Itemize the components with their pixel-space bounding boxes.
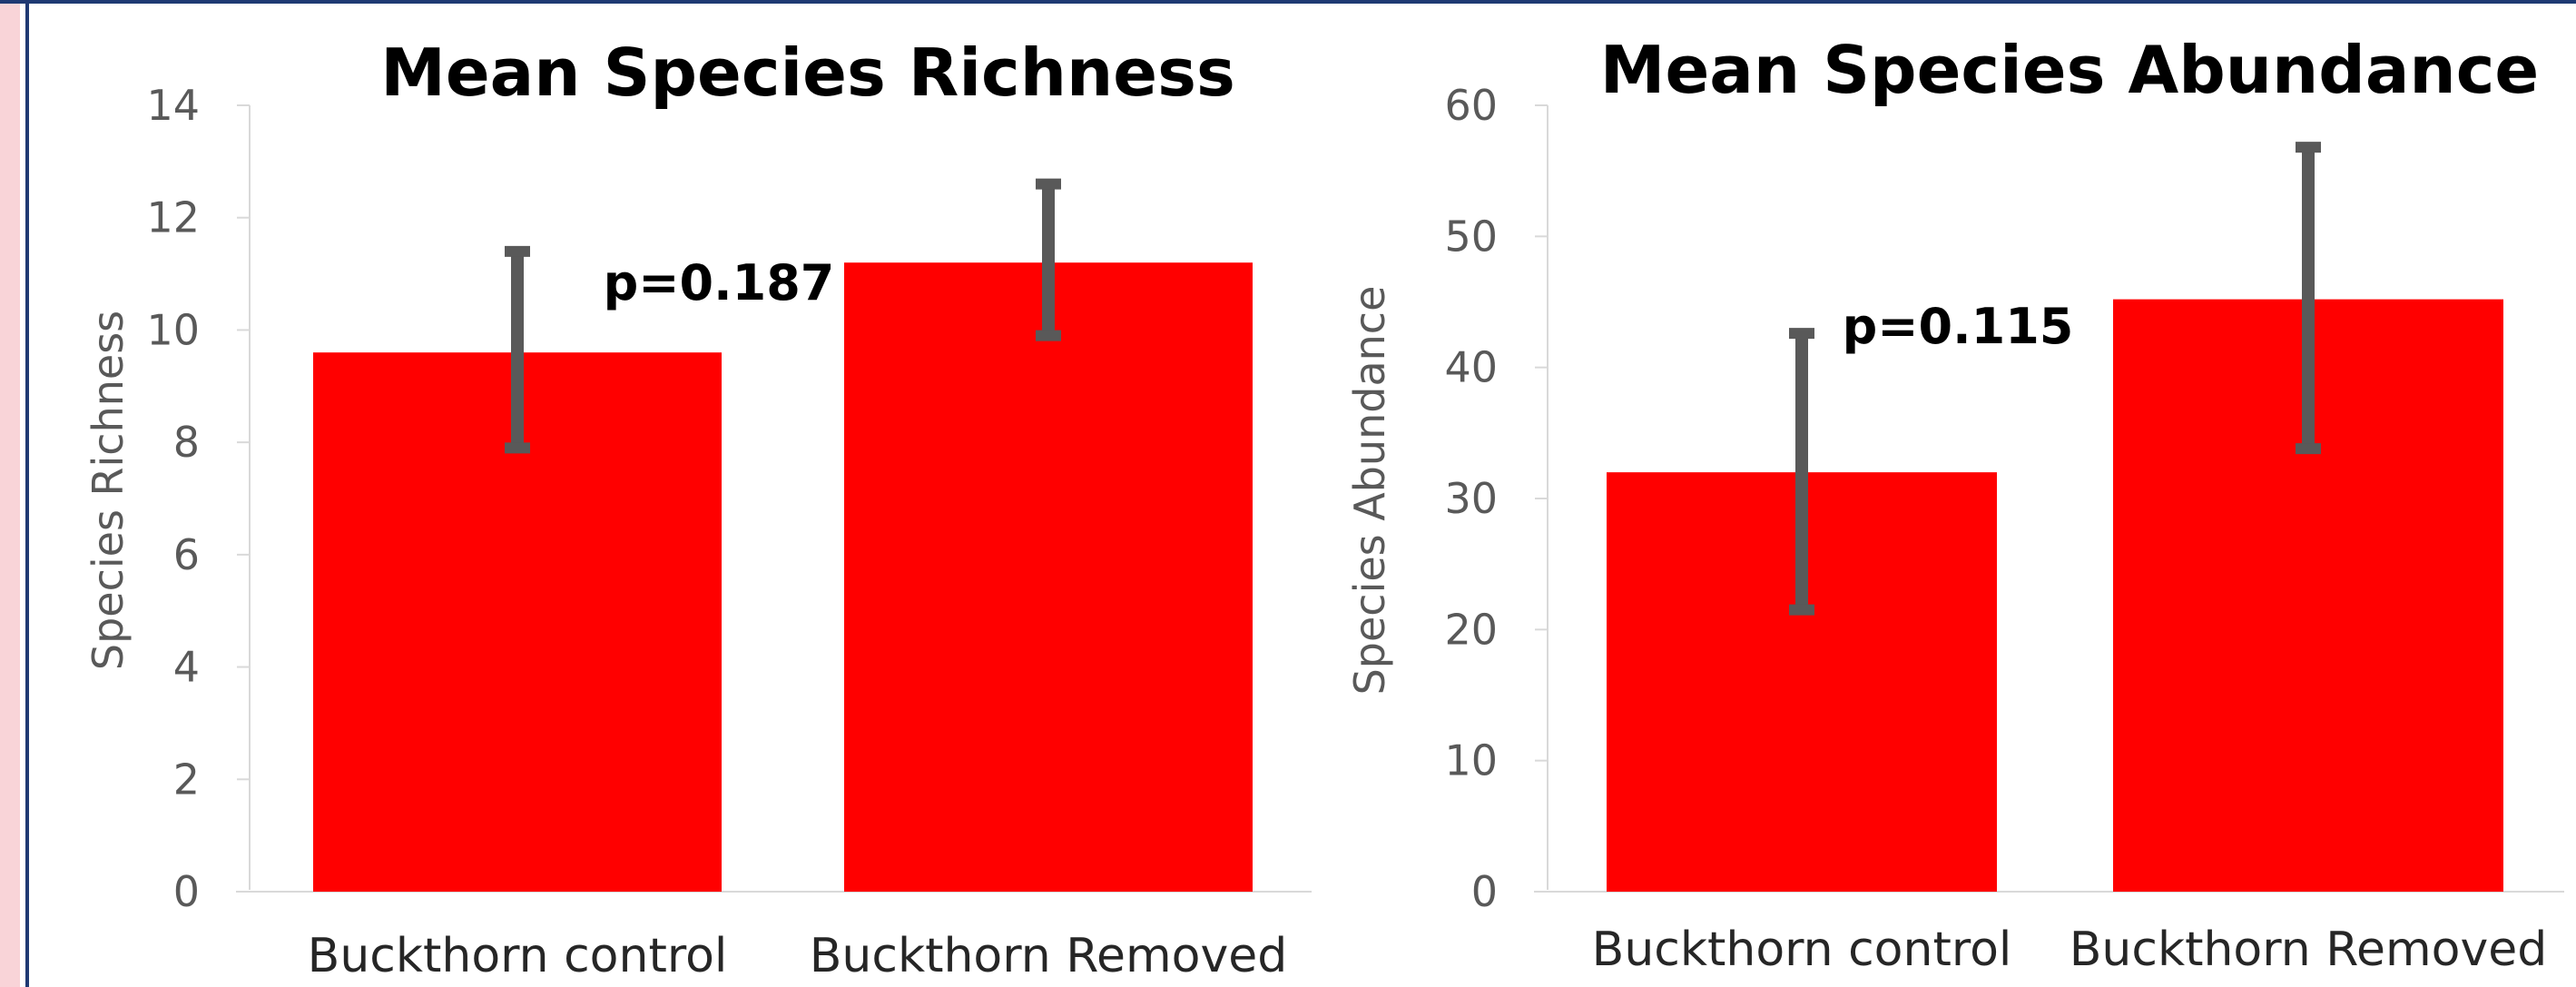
abundance-chart-title: Mean Species Abundance <box>1600 32 2539 108</box>
abundance-p-value-annotation: p=0.115 <box>1843 298 2074 355</box>
left-edge-band <box>0 0 20 987</box>
abundance-y-axis-label: Species Abundance <box>1345 286 1394 696</box>
abundance-category-label: Buckthorn Removed <box>2070 923 2547 977</box>
richness-category-label: Buckthorn Removed <box>810 929 1287 983</box>
richness-y-axis-label: Species Richness <box>84 311 133 670</box>
richness-y-tick-label: 8 <box>173 418 200 467</box>
richness-y-tick-label: 10 <box>146 305 200 354</box>
abundance-chart: Mean Species Abundance Species Abundance… <box>1345 32 2564 977</box>
richness-y-tick-label: 12 <box>146 193 200 242</box>
richness-chart-title: Mean Species Richness <box>380 35 1235 111</box>
richness-bar <box>844 262 1253 892</box>
abundance-y-tick-label: 60 <box>1444 81 1498 130</box>
abundance-y-tick-label: 10 <box>1444 736 1498 785</box>
richness-chart: Mean Species Richness Species Richness 0… <box>84 35 1312 983</box>
richness-y-tick-label: 2 <box>173 755 200 804</box>
richness-p-value-annotation: p=0.187 <box>604 254 835 311</box>
abundance-y-tick-label: 20 <box>1444 605 1498 654</box>
abundance-category-label: Buckthorn control <box>1592 923 2012 977</box>
abundance-y-tick-label: 40 <box>1444 343 1498 392</box>
abundance-y-tick-label: 0 <box>1471 867 1498 916</box>
richness-y-tick-label: 4 <box>173 643 200 692</box>
richness-y-tick-label: 0 <box>173 867 200 916</box>
abundance-y-tick-label: 30 <box>1444 474 1498 523</box>
abundance-y-tick-label: 50 <box>1444 212 1498 261</box>
richness-category-label: Buckthorn control <box>308 929 728 983</box>
richness-y-tick-label: 6 <box>173 530 200 579</box>
richness-y-tick-label: 14 <box>146 81 200 130</box>
